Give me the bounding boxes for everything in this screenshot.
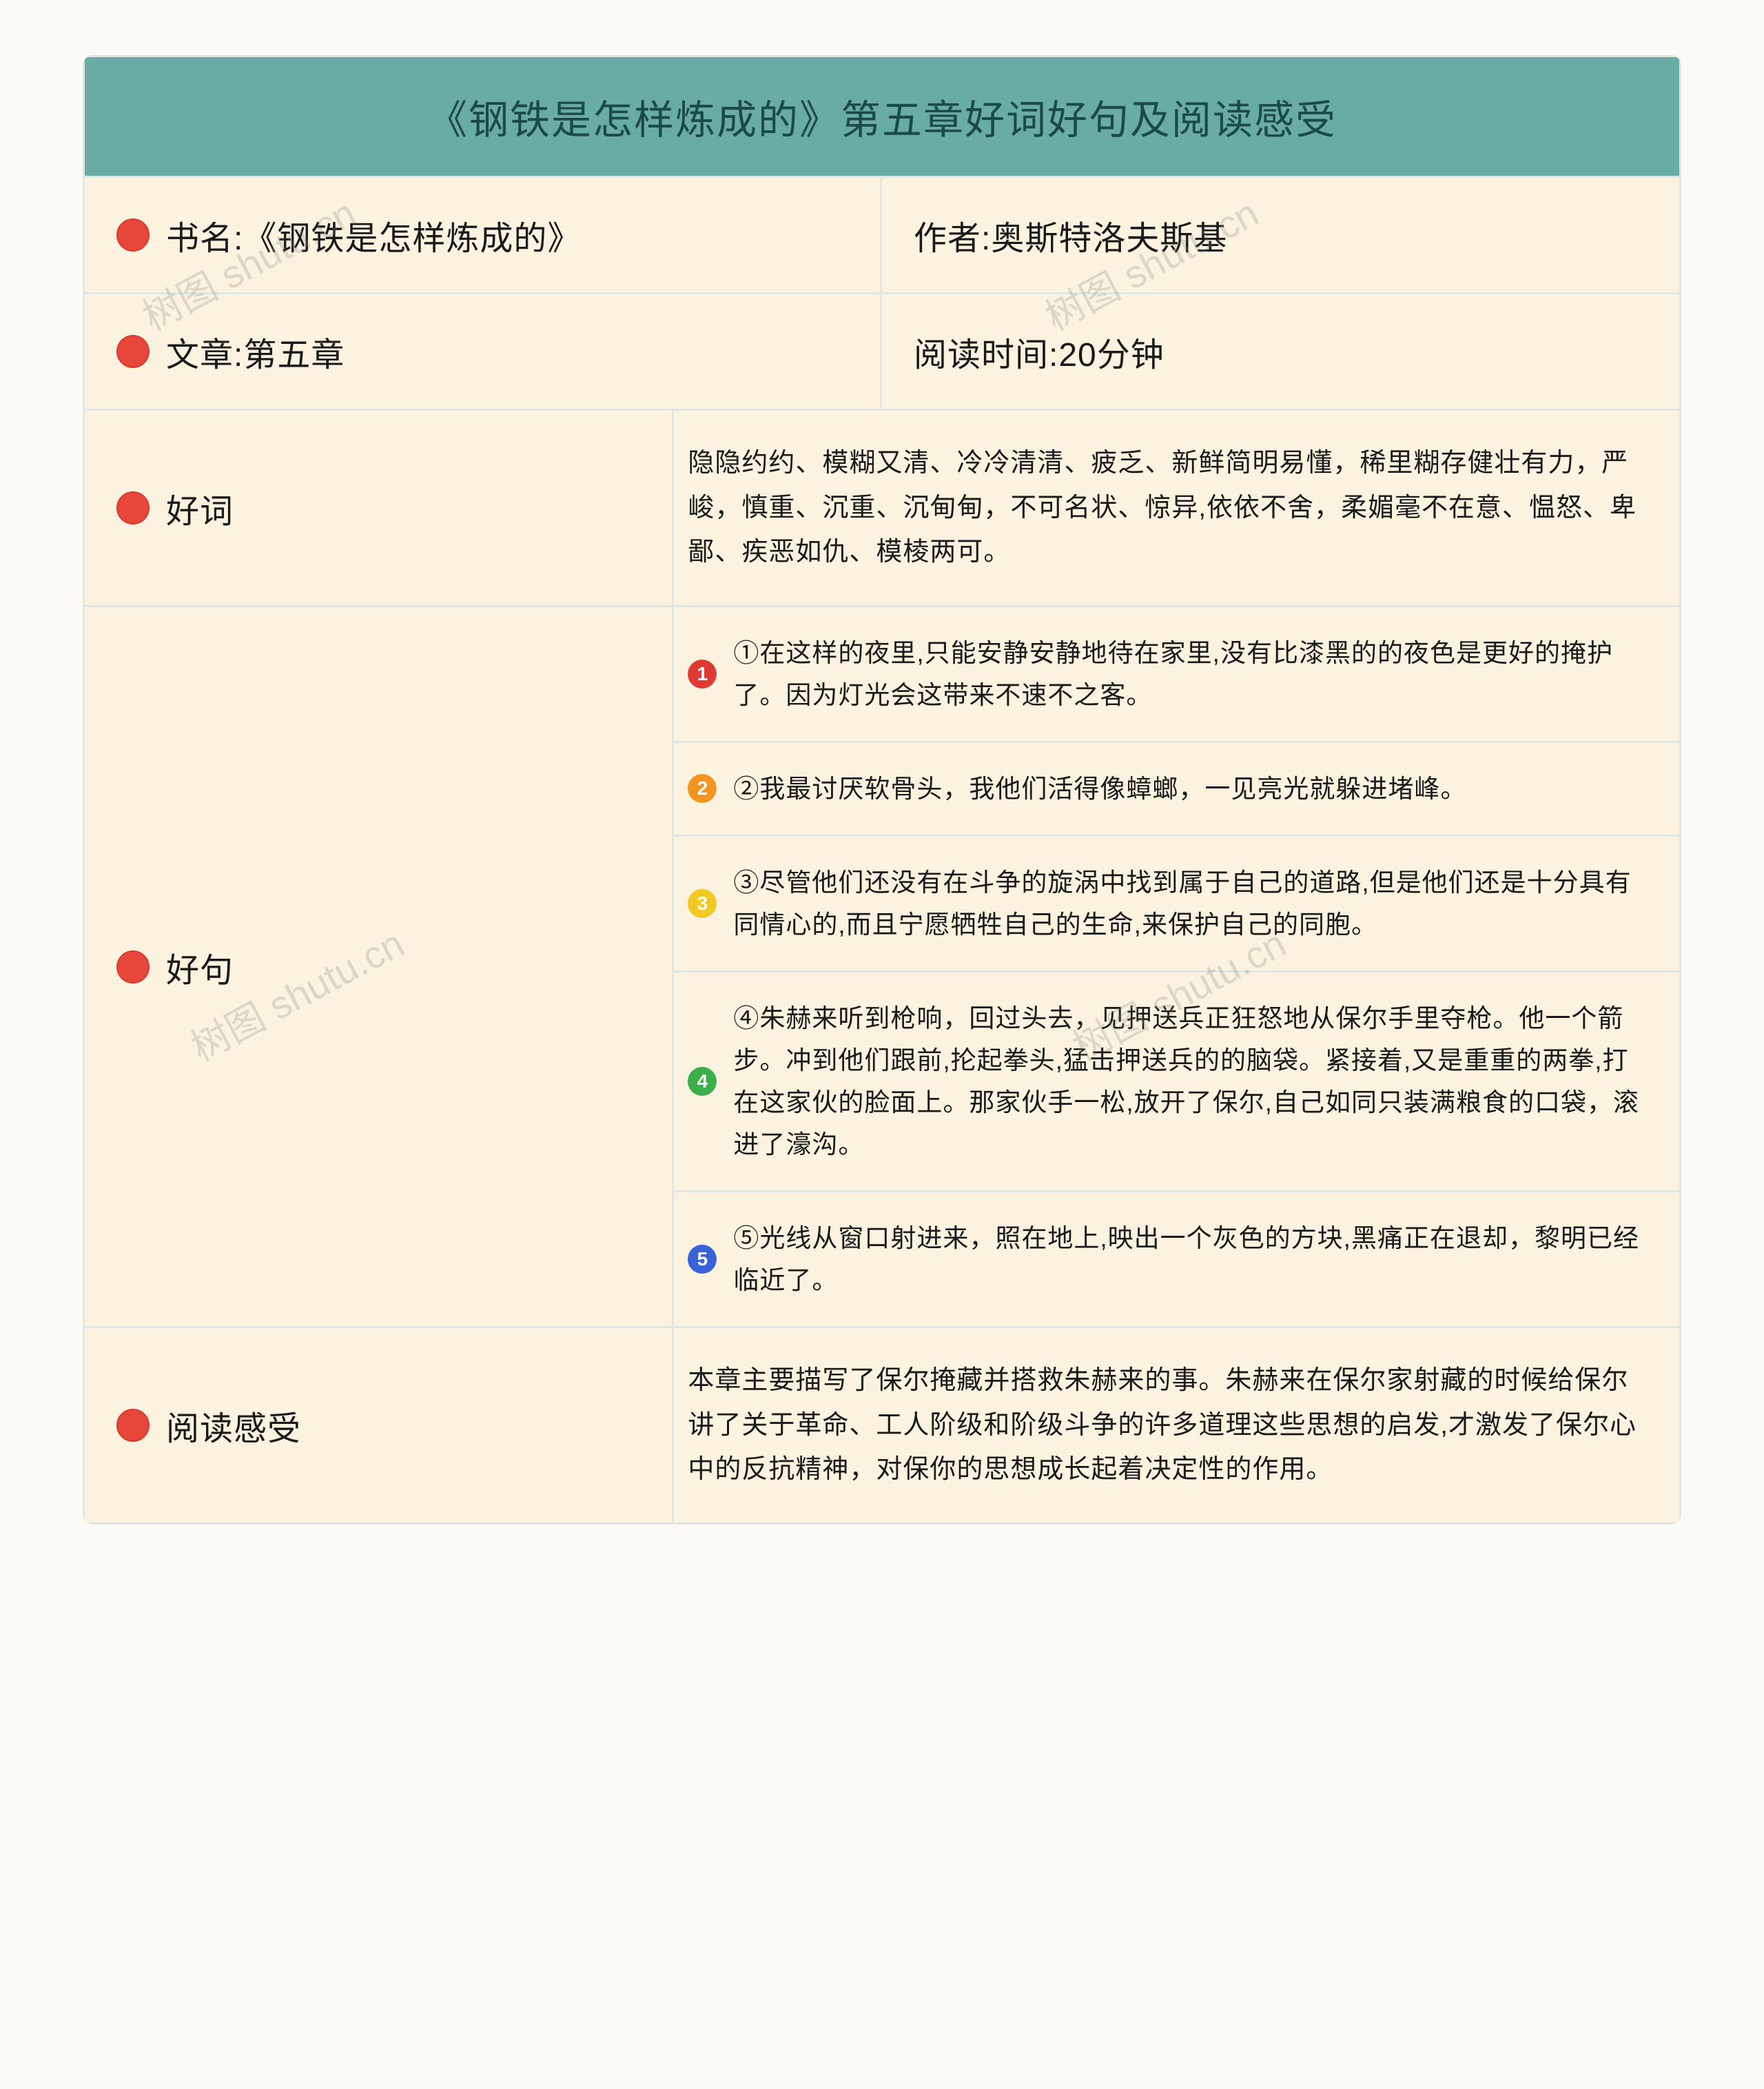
number-badge: 5 (688, 1245, 717, 1274)
meta-row-2: 文章:第五章 阅读时间:20分钟 (83, 294, 1681, 411)
goodwords-label-cell: 好词 (83, 411, 674, 607)
chapter-label: 文章:第五章 (166, 327, 345, 376)
sentence-item: 1 ①在这样的夜里,只能安静安静地待在家里,没有比漆黑的的夜色是更好的掩护了。因为… (674, 607, 1681, 743)
goodwords-content: 隐隐约约、模糊又清、冷冷清清、疲乏、新鲜简明易懂，稀里糊存健壮有力，严峻，慎重、… (674, 411, 1681, 607)
sentence-text: ③尽管他们还没有在斗争的旋涡中找到属于自己的道路,但是他们还是十分具有同情心的,… (733, 862, 1646, 946)
goodsentences-row: 好句 1 ①在这样的夜里,只能安静安静地待在家里,没有比漆黑的的夜色是更好的掩护了… (83, 607, 1681, 1329)
book-label: 书名:《钢铁是怎样炼成的》 (166, 211, 581, 259)
goodsentences-label-cell: 好句 (83, 607, 674, 1329)
bullet-icon (116, 1409, 150, 1442)
reading-row: 阅读感受 本章主要描写了保尔掩藏并搭救朱赫来的事。朱赫来在保尔家射藏的时候给保尔… (83, 1328, 1681, 1525)
author-label: 作者:奥斯特洛夫斯基 (914, 211, 1227, 259)
sentence-text: ②我最讨厌软骨头，我他们活得像蟑螂，一见亮光就躲进堵峰。 (733, 768, 1466, 810)
bullet-icon (116, 335, 150, 368)
sentence-text: ④朱赫来听到枪响，回过头去，见押送兵正狂怒地从保尔手里夺枪。他一个箭步。冲到他们… (733, 997, 1646, 1165)
reading-notes-card: 《钢铁是怎样炼成的》第五章好词好句及阅读感受 书名:《钢铁是怎样炼成的》 作者:… (83, 55, 1681, 1525)
number-badge: 1 (688, 660, 717, 689)
sentence-item: 5 ⑤光线从窗口射进来，照在地上,映出一个灰色的方块,黑痛正在退却，黎明已经临近了… (674, 1192, 1681, 1328)
time-label: 阅读时间:20分钟 (914, 327, 1165, 376)
sentence-item: 4 ④朱赫来听到枪响，回过头去，见押送兵正狂怒地从保尔手里夺枪。他一个箭步。冲到他… (674, 972, 1681, 1192)
reading-label: 阅读感受 (166, 1401, 301, 1449)
author-cell: 作者:奥斯特洛夫斯基 (882, 178, 1681, 294)
goodsentences-label: 好句 (166, 943, 234, 991)
bullet-icon (116, 950, 150, 984)
bullet-icon (116, 491, 150, 524)
goodwords-row: 好词 隐隐约约、模糊又清、冷冷清清、疲乏、新鲜简明易懂，稀里糊存健壮有力，严峻，… (83, 411, 1681, 607)
sentence-text: ⑤光线从窗口射进来，照在地上,映出一个灰色的方块,黑痛正在退却，黎明已经临近了。 (733, 1217, 1646, 1301)
sentence-item: 3 ③尽管他们还没有在斗争的旋涡中找到属于自己的道路,但是他们还是十分具有同情心的… (674, 837, 1681, 972)
sentence-text: ①在这样的夜里,只能安静安静地待在家里,没有比漆黑的的夜色是更好的掩护了。因为灯… (733, 632, 1646, 716)
time-cell: 阅读时间:20分钟 (882, 294, 1681, 411)
card-title: 《钢铁是怎样炼成的》第五章好词好句及阅读感受 (83, 55, 1681, 178)
sentence-item: 2 ②我最讨厌软骨头，我他们活得像蟑螂，一见亮光就躲进堵峰。 (674, 743, 1681, 837)
number-badge: 4 (688, 1067, 717, 1096)
number-badge: 2 (688, 774, 717, 803)
bullet-icon (116, 218, 150, 252)
goodwords-label: 好词 (166, 484, 234, 532)
reading-label-cell: 阅读感受 (83, 1328, 674, 1525)
number-badge: 3 (688, 889, 717, 918)
book-cell: 书名:《钢铁是怎样炼成的》 (83, 178, 882, 294)
sentence-list: 1 ①在这样的夜里,只能安静安静地待在家里,没有比漆黑的的夜色是更好的掩护了。因为… (674, 607, 1681, 1329)
reading-content: 本章主要描写了保尔掩藏并搭救朱赫来的事。朱赫来在保尔家射藏的时候给保尔讲了关于革… (674, 1328, 1681, 1525)
chapter-cell: 文章:第五章 (83, 294, 882, 411)
meta-row-1: 书名:《钢铁是怎样炼成的》 作者:奥斯特洛夫斯基 (83, 178, 1681, 294)
